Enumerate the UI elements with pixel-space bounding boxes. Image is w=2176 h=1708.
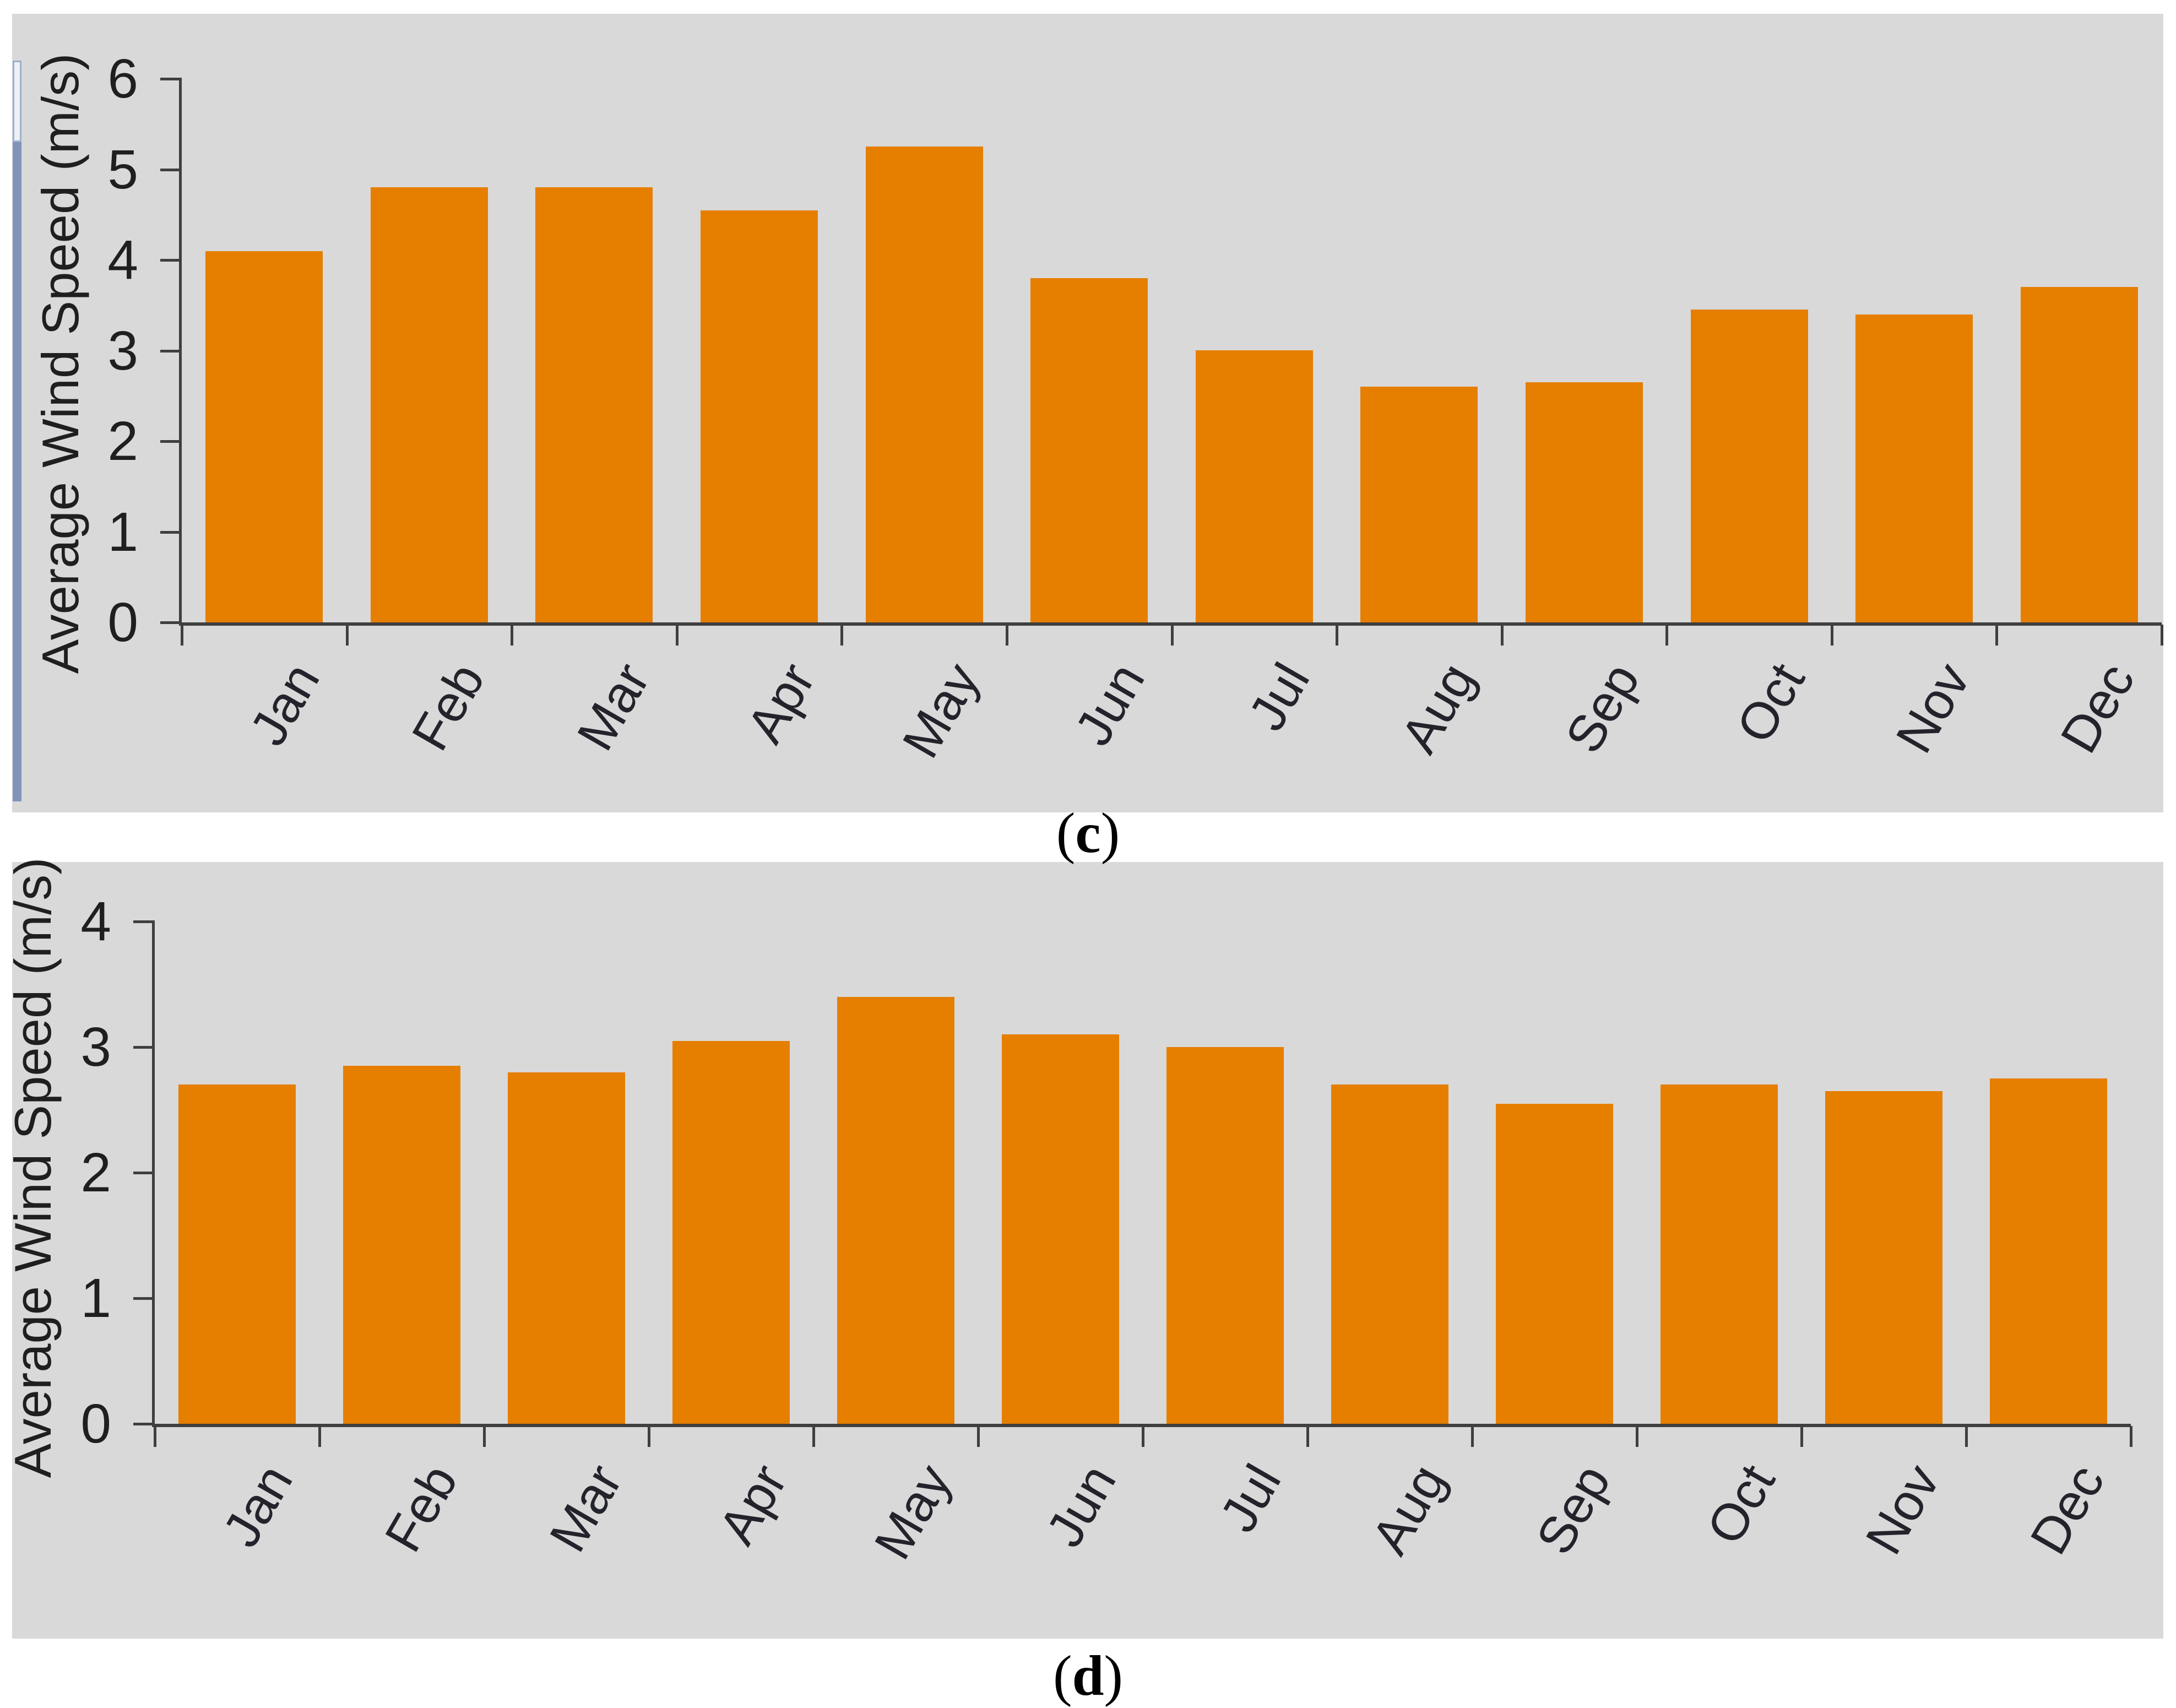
caption-c-letter: c bbox=[1075, 801, 1101, 865]
x-tick-c-7 bbox=[1336, 625, 1338, 646]
y-axis-title-c: Average Wind Speed (m/s) bbox=[31, 53, 89, 674]
y-tick-label-d-4: 4 bbox=[80, 891, 111, 952]
y-tick-c-6 bbox=[160, 78, 182, 80]
bar-d-jun bbox=[1002, 1034, 1119, 1424]
y-tick-label-c-3: 3 bbox=[107, 320, 138, 382]
caption-c: (c) bbox=[0, 803, 2176, 864]
y-tick-label-c-5: 5 bbox=[107, 139, 138, 200]
y-tick-label-c-0: 0 bbox=[107, 592, 138, 653]
bar-c-jun bbox=[1030, 278, 1148, 622]
bar-c-sep bbox=[1526, 382, 1643, 622]
y-tick-label-d-3: 3 bbox=[80, 1016, 111, 1078]
y-tick-label-c-4: 4 bbox=[107, 229, 138, 291]
x-tick-d-3 bbox=[648, 1426, 650, 1447]
y-tick-c-4 bbox=[160, 259, 182, 262]
bar-c-feb bbox=[371, 187, 488, 622]
bar-d-nov bbox=[1825, 1091, 1942, 1424]
bar-d-jan bbox=[178, 1085, 296, 1424]
y-tick-d-3 bbox=[133, 1046, 155, 1049]
bar-d-oct bbox=[1661, 1085, 1778, 1424]
bar-d-sep bbox=[1496, 1104, 1613, 1424]
x-tick-c-12 bbox=[2161, 625, 2163, 646]
y-tick-c-1 bbox=[160, 531, 182, 534]
x-tick-d-8 bbox=[1471, 1426, 1474, 1447]
bar-d-dec bbox=[1990, 1078, 2107, 1424]
y-tick-d-0 bbox=[133, 1423, 155, 1425]
bar-d-feb bbox=[343, 1066, 460, 1424]
x-tick-d-11 bbox=[1965, 1426, 1968, 1447]
x-tick-d-4 bbox=[812, 1426, 815, 1447]
y-axis-title-d: Average Wind Speed (m/s) bbox=[4, 857, 62, 1478]
bar-d-mar bbox=[508, 1072, 625, 1424]
caption-d: (d) bbox=[0, 1646, 2176, 1706]
x-tick-c-3 bbox=[676, 625, 679, 646]
x-tick-c-11 bbox=[1995, 625, 1998, 646]
y-tick-c-3 bbox=[160, 350, 182, 353]
scrollbar-thumb[interactable] bbox=[13, 61, 21, 142]
x-tick-d-2 bbox=[483, 1426, 486, 1447]
bar-c-aug bbox=[1360, 387, 1478, 622]
caption-c-close-paren: ) bbox=[1100, 801, 1120, 865]
x-tick-d-12 bbox=[2130, 1426, 2132, 1447]
bar-c-may bbox=[866, 147, 983, 622]
y-tick-label-d-0: 0 bbox=[80, 1393, 111, 1455]
caption-c-open-paren: ( bbox=[1056, 801, 1076, 865]
x-tick-d-1 bbox=[318, 1426, 321, 1447]
x-tick-c-5 bbox=[1006, 625, 1008, 646]
x-tick-d-9 bbox=[1636, 1426, 1638, 1447]
y-tick-label-c-1: 1 bbox=[107, 501, 138, 563]
x-axis-c bbox=[179, 622, 2162, 626]
y-tick-d-2 bbox=[133, 1172, 155, 1174]
bar-c-dec bbox=[2021, 287, 2138, 622]
bar-c-jul bbox=[1196, 350, 1313, 622]
y-tick-c-5 bbox=[160, 169, 182, 171]
y-tick-c-2 bbox=[160, 440, 182, 443]
x-tick-c-0 bbox=[181, 625, 183, 646]
x-tick-c-2 bbox=[511, 625, 513, 646]
x-tick-c-9 bbox=[1665, 625, 1668, 646]
y-tick-label-c-2: 2 bbox=[107, 410, 138, 472]
x-tick-c-8 bbox=[1501, 625, 1504, 646]
bar-c-oct bbox=[1691, 310, 1808, 622]
y-tick-d-4 bbox=[133, 920, 155, 923]
bar-d-apr bbox=[672, 1041, 790, 1424]
y-tick-d-1 bbox=[133, 1297, 155, 1300]
caption-d-close-paren: ) bbox=[1104, 1644, 1124, 1707]
bar-d-aug bbox=[1331, 1085, 1448, 1424]
x-axis-d bbox=[152, 1424, 2131, 1427]
x-tick-d-10 bbox=[1800, 1426, 1803, 1447]
bar-d-may bbox=[837, 997, 954, 1424]
x-tick-c-10 bbox=[1831, 625, 1833, 646]
caption-d-letter: d bbox=[1072, 1644, 1104, 1707]
bar-c-nov bbox=[1855, 315, 1973, 622]
x-tick-d-5 bbox=[977, 1426, 980, 1447]
bar-c-jan bbox=[205, 251, 323, 622]
x-tick-d-0 bbox=[154, 1426, 156, 1447]
bar-c-mar bbox=[535, 187, 653, 622]
x-tick-c-1 bbox=[346, 625, 349, 646]
caption-d-open-paren: ( bbox=[1052, 1644, 1072, 1707]
x-tick-c-6 bbox=[1171, 625, 1174, 646]
y-tick-c-0 bbox=[160, 621, 182, 624]
scrollbar-track[interactable] bbox=[13, 142, 21, 801]
y-tick-label-d-1: 1 bbox=[80, 1267, 111, 1329]
bar-d-jul bbox=[1166, 1047, 1284, 1424]
y-tick-label-d-2: 2 bbox=[80, 1142, 111, 1203]
bar-c-apr bbox=[701, 210, 818, 622]
x-tick-c-4 bbox=[840, 625, 843, 646]
y-tick-label-c-6: 6 bbox=[107, 48, 138, 110]
x-tick-d-6 bbox=[1142, 1426, 1144, 1447]
x-tick-d-7 bbox=[1306, 1426, 1309, 1447]
